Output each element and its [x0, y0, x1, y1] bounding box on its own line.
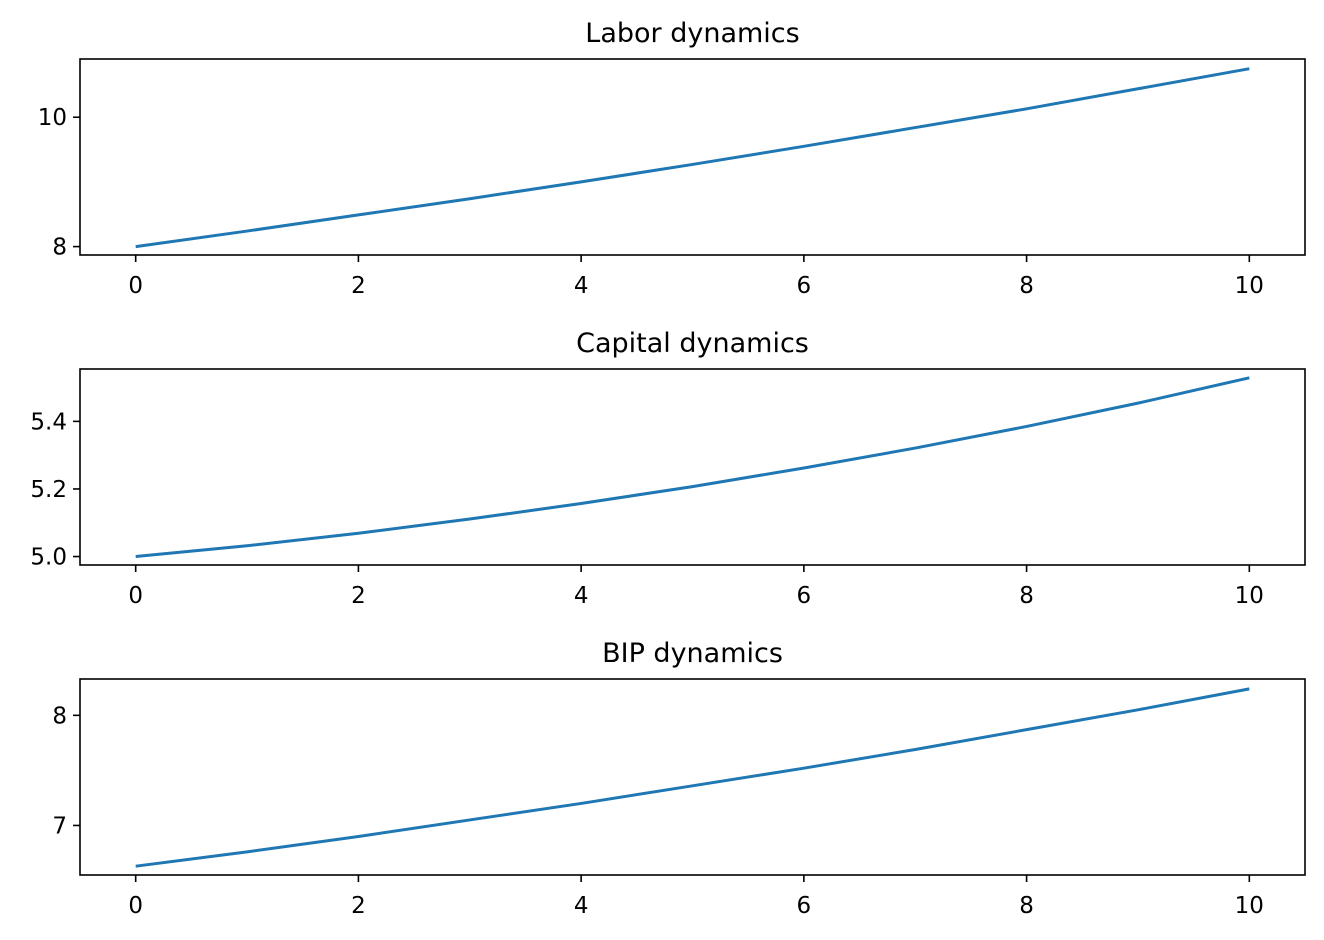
labor-title: Labor dynamics: [585, 18, 799, 49]
labor-x-tick-label: 4: [574, 273, 589, 299]
labor-x-tick-label: 8: [1019, 273, 1034, 299]
bip-x-tick-label: 0: [128, 893, 143, 919]
capital-y-tick-label: 5.0: [30, 545, 67, 571]
capital-panel: Capital dynamics 0 2 4 6 8 10 5.0 5.2 5.4: [30, 328, 1306, 609]
capital-y-tick-label: 5.2: [30, 477, 67, 503]
bip-x-tick-label: 8: [1019, 893, 1034, 919]
labor-panel: Labor dynamics 0 2 4 6 8 10 8 10: [38, 18, 1306, 299]
bip-x-tick-label: 2: [351, 893, 366, 919]
labor-x-tick-label: 0: [128, 273, 143, 299]
labor-axes-frame: [79, 58, 1306, 256]
labor-series-line: [135, 67, 1250, 249]
capital-series-line: [135, 376, 1250, 559]
labor-x-tick-label: 2: [351, 273, 366, 299]
capital-x-tick-label: 8: [1019, 583, 1034, 609]
bip-x-tick-label: 6: [797, 893, 812, 919]
capital-x-tick-label: 0: [128, 583, 143, 609]
labor-y-tick-label: 10: [38, 105, 67, 131]
labor-y-tick-label: 8: [52, 235, 67, 261]
bip-panel: BIP dynamics 0 2 4 6 8 10 7 8: [52, 638, 1306, 919]
capital-y-tick-label: 5.4: [30, 409, 67, 435]
bip-series-line: [135, 687, 1250, 868]
capital-axes-frame: [79, 368, 1306, 566]
capital-x-tick-label: 6: [797, 583, 812, 609]
bip-y-tick-label: 7: [52, 813, 67, 839]
bip-axes-frame: [79, 678, 1306, 876]
bip-x-tick-label: 10: [1235, 893, 1264, 919]
capital-title: Capital dynamics: [576, 328, 809, 359]
labor-x-tick-label: 6: [797, 273, 812, 299]
bip-x-tick-label: 4: [574, 893, 589, 919]
bip-y-tick-label: 8: [52, 703, 67, 729]
capital-x-tick-label: 2: [351, 583, 366, 609]
capital-x-tick-label: 4: [574, 583, 589, 609]
labor-x-tick-label: 10: [1235, 273, 1264, 299]
bip-title: BIP dynamics: [602, 638, 783, 669]
capital-x-tick-label: 10: [1235, 583, 1264, 609]
